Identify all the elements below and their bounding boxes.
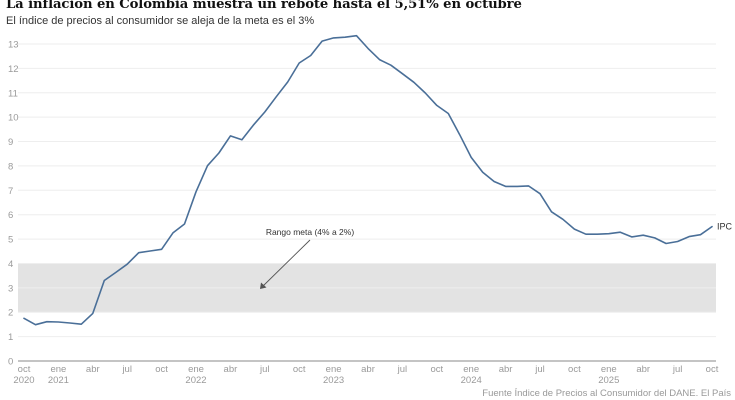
x-tick-label-15: jul <box>534 364 545 375</box>
x-tick-year-2020: 2020 <box>13 375 34 386</box>
y-tick-label-0: 0 <box>8 357 13 368</box>
y-tick-label-6: 6 <box>8 210 13 221</box>
x-tick-label-11: jul <box>397 364 408 375</box>
y-tick-label-4: 4 <box>8 259 13 270</box>
x-tick-year-2025: 2025 <box>598 375 619 386</box>
chart-subtitle: El índice de precios al consumidor se al… <box>6 15 315 27</box>
x-tick-label-17: ene <box>601 364 617 375</box>
x-tick-label-8: oct <box>293 364 306 375</box>
annotation-layer: Rango meta (4% a 2%) <box>260 227 354 289</box>
gridlines <box>18 43 716 362</box>
x-tick-label-2: abr <box>86 364 100 375</box>
x-tick-label-14: abr <box>499 364 513 375</box>
y-tick-label-2: 2 <box>8 308 13 319</box>
x-tick-label-10: abr <box>361 364 375 375</box>
x-tick-label-0: oct <box>18 364 31 375</box>
y-tick-label-7: 7 <box>8 186 13 197</box>
x-tick-label-12: oct <box>430 364 443 375</box>
x-tick-year-2021: 2021 <box>48 375 69 386</box>
x-tick-label-20: oct <box>706 364 719 375</box>
x-tick-label-3: jul <box>121 364 132 375</box>
x-tick-year-2022: 2022 <box>185 375 206 386</box>
y-tick-label-11: 11 <box>8 88 18 99</box>
series-layer: IPC <box>23 34 733 326</box>
x-tick-label-7: jul <box>259 364 270 375</box>
x-tick-label-4: oct <box>155 364 168 375</box>
series-end-label: IPC <box>717 222 733 232</box>
x-tick-label-5: ene <box>188 364 204 375</box>
x-tick-label-9: ene <box>326 364 342 375</box>
x-tick-label-19: jul <box>672 364 683 375</box>
y-tick-label-13: 13 <box>8 40 19 51</box>
series-line-ipc <box>23 34 713 326</box>
x-tick-label-1: ene <box>50 364 66 375</box>
y-tick-label-1: 1 <box>8 332 13 343</box>
y-tick-label-9: 9 <box>8 137 13 148</box>
x-tick-label-13: ene <box>463 364 479 375</box>
target-range-annotation: Rango meta (4% a 2%) <box>266 227 355 237</box>
x-tick-year-2023: 2023 <box>323 375 344 386</box>
annotation-arrowhead-icon <box>260 282 267 289</box>
x-tick-label-6: abr <box>224 364 238 375</box>
y-tick-label-8: 8 <box>8 161 13 172</box>
x-tick-year-2024: 2024 <box>461 375 482 386</box>
x-tick-label-18: abr <box>636 364 650 375</box>
y-tick-label-5: 5 <box>8 235 13 246</box>
chart-title: La inflación en Colombia muestra un rebo… <box>6 0 522 12</box>
x-tick-label-16: oct <box>568 364 581 375</box>
y-tick-label-3: 3 <box>8 283 13 294</box>
source-note: Fuente Índice de Precios al Consumidor d… <box>482 388 731 399</box>
annotation-arrow-line <box>261 239 311 288</box>
y-tick-label-10: 10 <box>8 113 19 124</box>
y-tick-label-12: 12 <box>8 64 19 75</box>
